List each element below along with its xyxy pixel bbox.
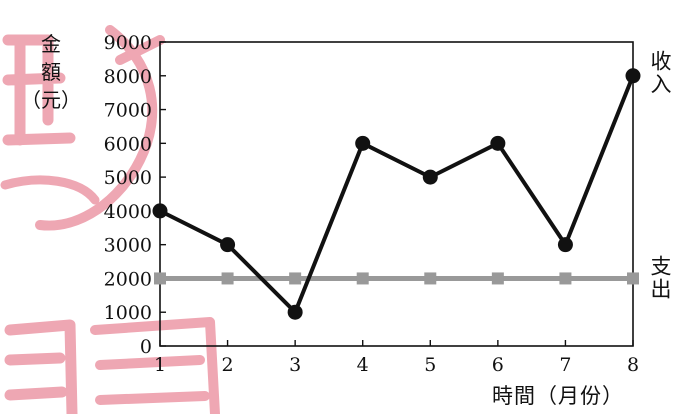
point-expense-7	[559, 272, 572, 285]
x-tick-label-7: 8	[627, 354, 639, 376]
point-expense-2	[221, 272, 234, 285]
point-expense-1	[154, 272, 166, 285]
point-expense-5	[424, 272, 437, 285]
point-expense-3	[289, 272, 302, 285]
y-tick-label-0: 0	[140, 336, 152, 358]
y-axis-label-line-3: （元）	[21, 88, 81, 112]
plot-frame	[159, 41, 634, 347]
point-income-8	[625, 68, 641, 84]
point-income-6	[490, 135, 506, 151]
y-tick-label-8: 8000	[104, 66, 152, 88]
point-income-2	[220, 237, 236, 253]
point-income-5	[422, 169, 438, 185]
y-tick-label-3: 3000	[104, 235, 152, 257]
point-expense-8	[627, 272, 639, 285]
x-axis-label: 時間（月份）	[492, 384, 624, 408]
point-income-3	[287, 304, 303, 320]
point-income-7	[557, 237, 573, 253]
x-tick-label-0: 1	[154, 354, 166, 376]
x-tick-label-1: 2	[222, 354, 234, 376]
y-tick-label-4: 4000	[104, 201, 152, 223]
y-tick-label-9: 9000	[104, 32, 152, 54]
point-expense-6	[491, 272, 504, 285]
y-tick-label-1: 1000	[104, 302, 152, 324]
point-income-1	[152, 203, 168, 219]
series-line-income	[159, 75, 635, 315]
y-tick-label-5: 5000	[104, 167, 152, 189]
y-axis-label-line-2: 額	[41, 60, 61, 84]
x-tick-label-6: 7	[559, 354, 571, 376]
x-tick-label-5: 6	[492, 354, 504, 376]
series-label-expense: 支出	[648, 255, 672, 301]
y-axis-label: 金 額 （元）	[6, 30, 96, 114]
series-label-income: 收入	[648, 50, 672, 96]
y-tick-label-2: 2000	[104, 268, 152, 290]
point-expense-4	[356, 272, 369, 285]
y-tick-label-6: 6000	[104, 133, 152, 155]
point-income-4	[355, 135, 371, 151]
watermark-stamp	[0, 25, 220, 414]
x-tick-label-4: 5	[424, 354, 436, 376]
x-tick-label-2: 3	[289, 354, 301, 376]
y-tick-label-7: 7000	[104, 100, 152, 122]
x-tick-label-3: 4	[357, 354, 369, 376]
y-axis-label-line-1: 金	[41, 32, 61, 56]
